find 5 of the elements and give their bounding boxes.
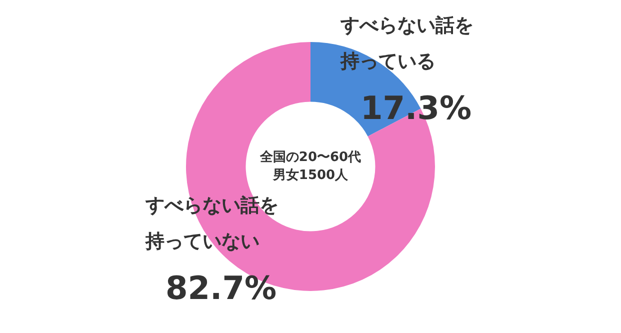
text: 男女1500人 [272, 168, 350, 183]
data-label: 17.3% [360, 88, 472, 127]
slice-label: すべらない話を持っている [340, 14, 474, 72]
text: 全国の20〜60代 [258, 150, 362, 165]
data-label: 82.7% [166, 268, 277, 307]
